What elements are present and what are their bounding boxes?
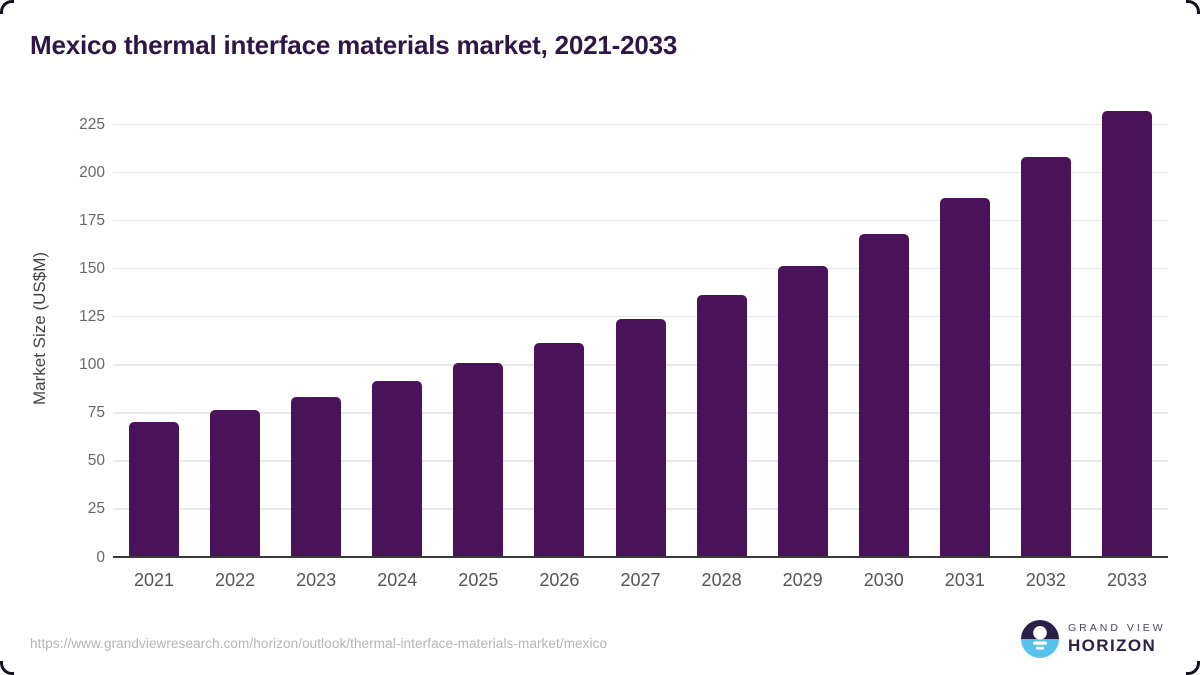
y-tick-label-100: 100 [79,356,105,374]
bar-2029[interactable] [777,265,828,557]
y-tick-label-175: 175 [79,212,105,230]
bar-2024[interactable] [372,381,423,557]
y-tick-label-75: 75 [87,404,105,422]
x-tick-label-2027: 2027 [620,570,661,590]
x-tick-label-2030: 2030 [863,570,904,590]
bar-2027[interactable] [615,318,666,557]
gridline-125 [113,315,1168,318]
bar-2028[interactable] [696,294,747,557]
gridline-225 [113,123,1168,126]
bar-2022[interactable] [210,409,261,557]
x-tick-label-2022: 2022 [215,570,256,590]
x-tick-label-2028: 2028 [701,570,742,590]
x-tick-label-2031: 2031 [944,570,985,590]
bar-2031[interactable] [939,197,990,557]
gridline-150 [113,267,1168,270]
x-tick-label-2029: 2029 [782,570,823,590]
bar-2032[interactable] [1020,157,1071,557]
x-tick-label-2021: 2021 [133,570,175,590]
x-tick-label-2024: 2024 [377,570,418,590]
horizon-sunrise-logo-icon [1021,620,1059,658]
x-tick-label-2023: 2023 [296,570,337,590]
y-tick-label-125: 125 [79,308,105,326]
rounded-corner-bottom-left [0,661,14,675]
y-tick-label-150: 150 [79,260,105,278]
x-tick-label-2032: 2032 [1025,570,1066,590]
gridline-200 [113,171,1168,174]
brand-text: GRAND VIEW HORIZON [1068,622,1166,656]
plot-area: 2021 2022 2023 2024 2025 2026 2027 2028 2029 2030… [113,100,1168,590]
y-tick-label-200: 200 [79,164,105,182]
source-url: https://www.grandviewresearch.com/horizo… [30,636,608,651]
x-tick-label-2033: 2033 [1106,570,1148,590]
y-tick-label-50: 50 [87,452,105,470]
bar-2021[interactable] [129,422,179,557]
y-tick-label-0: 0 [96,548,105,566]
brand-name-bottom: HORIZON [1068,636,1157,655]
bar-2023[interactable] [291,396,342,557]
rounded-corner-top-left [0,0,14,14]
rounded-corner-top-right [1186,0,1200,14]
bar-2025[interactable] [453,362,504,557]
y-tick-label-225: 225 [79,116,105,133]
bar-2026[interactable] [534,342,585,557]
grand-view-horizon-logo: GRAND VIEW HORIZON [1021,620,1166,658]
gridline-175 [113,219,1168,222]
y-axis-tick-labels: 0 25 50 75 100 125 150 175 200 225 [45,100,105,566]
x-tick-label-2026: 2026 [539,570,580,590]
bar-2033[interactable] [1102,111,1152,557]
x-axis-line [113,556,1168,558]
brand-name-top: GRAND VIEW [1068,622,1166,634]
chart-title: Mexico thermal interface materials marke… [30,30,678,60]
x-tick-label-2025: 2025 [458,570,499,590]
y-tick-label-25: 25 [87,500,105,518]
rounded-corner-bottom-right [1186,661,1200,675]
bar-2030[interactable] [858,234,909,557]
